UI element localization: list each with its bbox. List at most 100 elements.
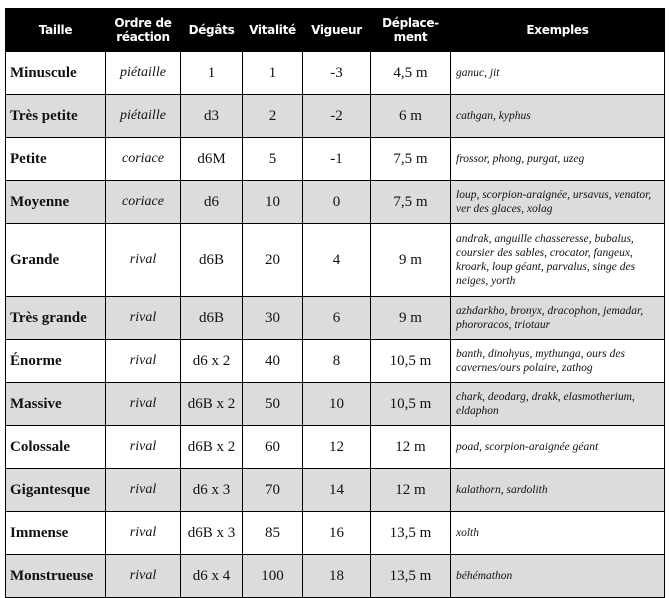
- cell-order: rival: [105, 339, 181, 383]
- cell-order: rival: [105, 223, 181, 297]
- cell-examples: béhémathon: [450, 554, 665, 598]
- cell-size: Immense: [5, 511, 106, 555]
- cell-examples: kalathorn, sardolith: [450, 468, 665, 512]
- cell-movement: 10,5 m: [370, 382, 451, 426]
- cell-movement: 13,5 m: [370, 554, 451, 598]
- table-row: Colossale rival d6B x 2 60 12 12 m poad, scorp…: [5, 425, 665, 469]
- header-vigor: Vigueur: [302, 8, 371, 52]
- table-row: Immense rival d6B x 3 85 16 13,5 m xolth: [5, 511, 665, 555]
- cell-damage: d6 x 3: [180, 468, 243, 512]
- cell-order: rival: [105, 382, 181, 426]
- cell-damage: d6B x 2: [180, 425, 243, 469]
- cell-vitality: 70: [242, 468, 303, 512]
- table-row: Petite coriace d6M 5 -1 7,5 m frossor, phong, …: [5, 137, 665, 181]
- table-row: Minuscule piétaille 1 1 -3 4,5 m ganuc, jit: [5, 51, 665, 95]
- cell-examples: loup, scorpion-araignée, ursavus, venato…: [450, 180, 665, 224]
- cell-order: coriace: [105, 180, 181, 224]
- header-size: Taille: [5, 8, 106, 52]
- cell-order: rival: [105, 425, 181, 469]
- cell-examples: cathgan, kyphus: [450, 94, 665, 138]
- cell-order: rival: [105, 554, 181, 598]
- cell-damage: d6B x 2: [180, 382, 243, 426]
- table-row: Monstrueuse rival d6 x 4 100 18 13,5 m béhémat…: [5, 554, 665, 598]
- cell-damage: d6B: [180, 296, 243, 340]
- cell-damage: d6B: [180, 223, 243, 297]
- cell-order: piétaille: [105, 94, 181, 138]
- header-examples: Exemples: [450, 8, 665, 52]
- cell-damage: d6: [180, 180, 243, 224]
- cell-vigor: -1: [302, 137, 371, 181]
- header-row: Taille Ordre de réaction Dégâts Vitalité …: [5, 8, 665, 52]
- cell-movement: 9 m: [370, 296, 451, 340]
- cell-damage: d6B x 3: [180, 511, 243, 555]
- cell-vitality: 30: [242, 296, 303, 340]
- cell-vigor: 14: [302, 468, 371, 512]
- cell-order: coriace: [105, 137, 181, 181]
- table-row: Énorme rival d6 x 2 40 8 10,5 m banth, dinohyu…: [5, 339, 665, 383]
- header-vitality: Vitalité: [242, 8, 303, 52]
- cell-damage: d6 x 4: [180, 554, 243, 598]
- table-row: Très grande rival d6B 30 6 9 m azhdarkho, bron…: [5, 296, 665, 340]
- cell-movement: 12 m: [370, 468, 451, 512]
- cell-movement: 7,5 m: [370, 137, 451, 181]
- header-movement: Déplace-ment: [370, 8, 451, 52]
- cell-order: rival: [105, 296, 181, 340]
- cell-movement: 9 m: [370, 223, 451, 297]
- cell-movement: 13,5 m: [370, 511, 451, 555]
- cell-size: Monstrueuse: [5, 554, 106, 598]
- cell-size: Énorme: [5, 339, 106, 383]
- header-order: Ordre de réaction: [105, 8, 181, 52]
- cell-damage: d6 x 2: [180, 339, 243, 383]
- cell-examples: andrak, anguille chasseresse, bubalus, c…: [450, 223, 665, 297]
- cell-vigor: 18: [302, 554, 371, 598]
- cell-vigor: 12: [302, 425, 371, 469]
- cell-size: Petite: [5, 137, 106, 181]
- cell-order: piétaille: [105, 51, 181, 95]
- cell-examples: azhdarkho, bronyx, dracophon, jemadar, p…: [450, 296, 665, 340]
- cell-movement: 4,5 m: [370, 51, 451, 95]
- cell-size: Très grande: [5, 296, 106, 340]
- table-row: Massive rival d6B x 2 50 10 10,5 m chark, deod…: [5, 382, 665, 426]
- cell-vitality: 20: [242, 223, 303, 297]
- creature-size-table: Taille Ordre de réaction Dégâts Vitalité …: [5, 8, 665, 598]
- cell-vigor: 6: [302, 296, 371, 340]
- cell-vigor: 4: [302, 223, 371, 297]
- cell-size: Grande: [5, 223, 106, 297]
- cell-movement: 12 m: [370, 425, 451, 469]
- cell-vitality: 85: [242, 511, 303, 555]
- cell-examples: xolth: [450, 511, 665, 555]
- cell-damage: d6M: [180, 137, 243, 181]
- table-row: Gigantesque rival d6 x 3 70 14 12 m kalathorn,…: [5, 468, 665, 512]
- table-row: Très petite piétaille d3 2 -2 6 m cathgan, kyp…: [5, 94, 665, 138]
- cell-vigor: 0: [302, 180, 371, 224]
- cell-movement: 7,5 m: [370, 180, 451, 224]
- cell-vitality: 10: [242, 180, 303, 224]
- header-damage: Dégâts: [180, 8, 243, 52]
- cell-order: rival: [105, 468, 181, 512]
- cell-order: rival: [105, 511, 181, 555]
- cell-damage: 1: [180, 51, 243, 95]
- cell-vigor: 8: [302, 339, 371, 383]
- cell-size: Gigantesque: [5, 468, 106, 512]
- cell-vitality: 40: [242, 339, 303, 383]
- cell-vitality: 1: [242, 51, 303, 95]
- cell-vigor: -3: [302, 51, 371, 95]
- cell-examples: ganuc, jit: [450, 51, 665, 95]
- cell-vitality: 50: [242, 382, 303, 426]
- cell-examples: chark, deodarg, drakk, elasmotherium, el…: [450, 382, 665, 426]
- cell-movement: 6 m: [370, 94, 451, 138]
- cell-vitality: 5: [242, 137, 303, 181]
- cell-size: Minuscule: [5, 51, 106, 95]
- cell-vigor: 10: [302, 382, 371, 426]
- cell-size: Très petite: [5, 94, 106, 138]
- cell-movement: 10,5 m: [370, 339, 451, 383]
- cell-examples: frossor, phong, purgat, uzeg: [450, 137, 665, 181]
- cell-size: Moyenne: [5, 180, 106, 224]
- cell-examples: banth, dinohyus, mythunga, ours des cave…: [450, 339, 665, 383]
- cell-examples: poad, scorpion-araignée géant: [450, 425, 665, 469]
- cell-size: Colossale: [5, 425, 106, 469]
- table-row: Grande rival d6B 20 4 9 m andrak, anguille cha…: [5, 223, 665, 297]
- cell-vigor: 16: [302, 511, 371, 555]
- table-row: Moyenne coriace d6 10 0 7,5 m loup, scorpion-a…: [5, 180, 665, 224]
- cell-vitality: 100: [242, 554, 303, 598]
